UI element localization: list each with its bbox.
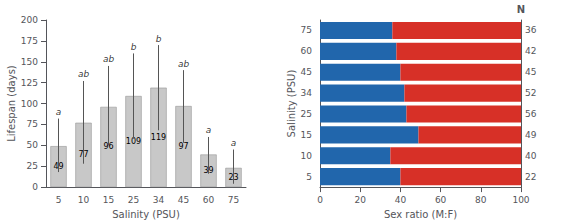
svg-text:15: 15 [103,195,114,205]
svg-text:10: 10 [301,151,313,161]
svg-text:b: b [131,42,137,52]
svg-text:15: 15 [301,130,312,140]
svg-text:0: 0 [317,195,323,205]
svg-text:Salinity (PSU): Salinity (PSU) [286,70,297,138]
svg-text:150: 150 [21,57,38,67]
svg-text:175: 175 [21,36,38,46]
svg-text:b: b [156,34,162,44]
svg-text:ab: ab [78,69,90,79]
svg-text:75: 75 [27,119,38,129]
svg-text:77: 77 [78,150,89,160]
svg-text:45: 45 [178,195,189,205]
svg-text:5: 5 [56,195,62,205]
svg-text:Lifespan (days): Lifespan (days) [6,65,17,142]
svg-text:42: 42 [525,46,536,56]
svg-text:5: 5 [306,172,312,182]
svg-text:97: 97 [178,142,188,151]
svg-text:N: N [517,4,525,15]
svg-text:a: a [206,125,212,135]
svg-text:34: 34 [301,88,313,98]
svg-text:60: 60 [435,195,447,205]
svg-text:25: 25 [128,195,139,205]
svg-text:40: 40 [525,151,537,161]
svg-text:ab: ab [103,54,115,64]
svg-text:25: 25 [27,161,38,171]
svg-text:36: 36 [525,25,537,35]
svg-text:60: 60 [301,46,313,56]
svg-text:52: 52 [525,88,536,98]
svg-text:20: 20 [354,195,366,205]
svg-text:10: 10 [78,195,90,205]
svg-text:a: a [231,138,237,148]
svg-text:100: 100 [21,99,38,109]
svg-text:39: 39 [203,166,214,176]
svg-text:125: 125 [21,78,38,88]
svg-text:100: 100 [512,195,529,205]
svg-text:45: 45 [525,67,536,77]
svg-text:60: 60 [203,195,215,205]
svg-text:Salinity (PSU): Salinity (PSU) [112,209,180,220]
svg-text:Sex ratio (M:F): Sex ratio (M:F) [384,209,457,220]
svg-text:200: 200 [21,15,38,25]
svg-text:96: 96 [103,142,114,152]
svg-text:49: 49 [53,162,64,172]
svg-text:25: 25 [301,109,312,119]
svg-text:56: 56 [525,109,537,119]
svg-text:49: 49 [525,130,537,140]
svg-text:23: 23 [228,173,239,182]
svg-text:75: 75 [301,25,312,35]
svg-text:a: a [56,107,62,117]
svg-text:34: 34 [153,195,165,205]
svg-text:40: 40 [395,195,407,205]
svg-text:80: 80 [475,195,487,205]
svg-text:45: 45 [301,67,312,77]
svg-text:109: 109 [125,137,142,147]
svg-text:0: 0 [32,182,38,192]
svg-text:ab: ab [178,59,190,69]
svg-text:75: 75 [228,195,239,205]
svg-text:119: 119 [151,133,166,142]
svg-text:22: 22 [525,172,536,182]
svg-text:50: 50 [27,140,39,150]
